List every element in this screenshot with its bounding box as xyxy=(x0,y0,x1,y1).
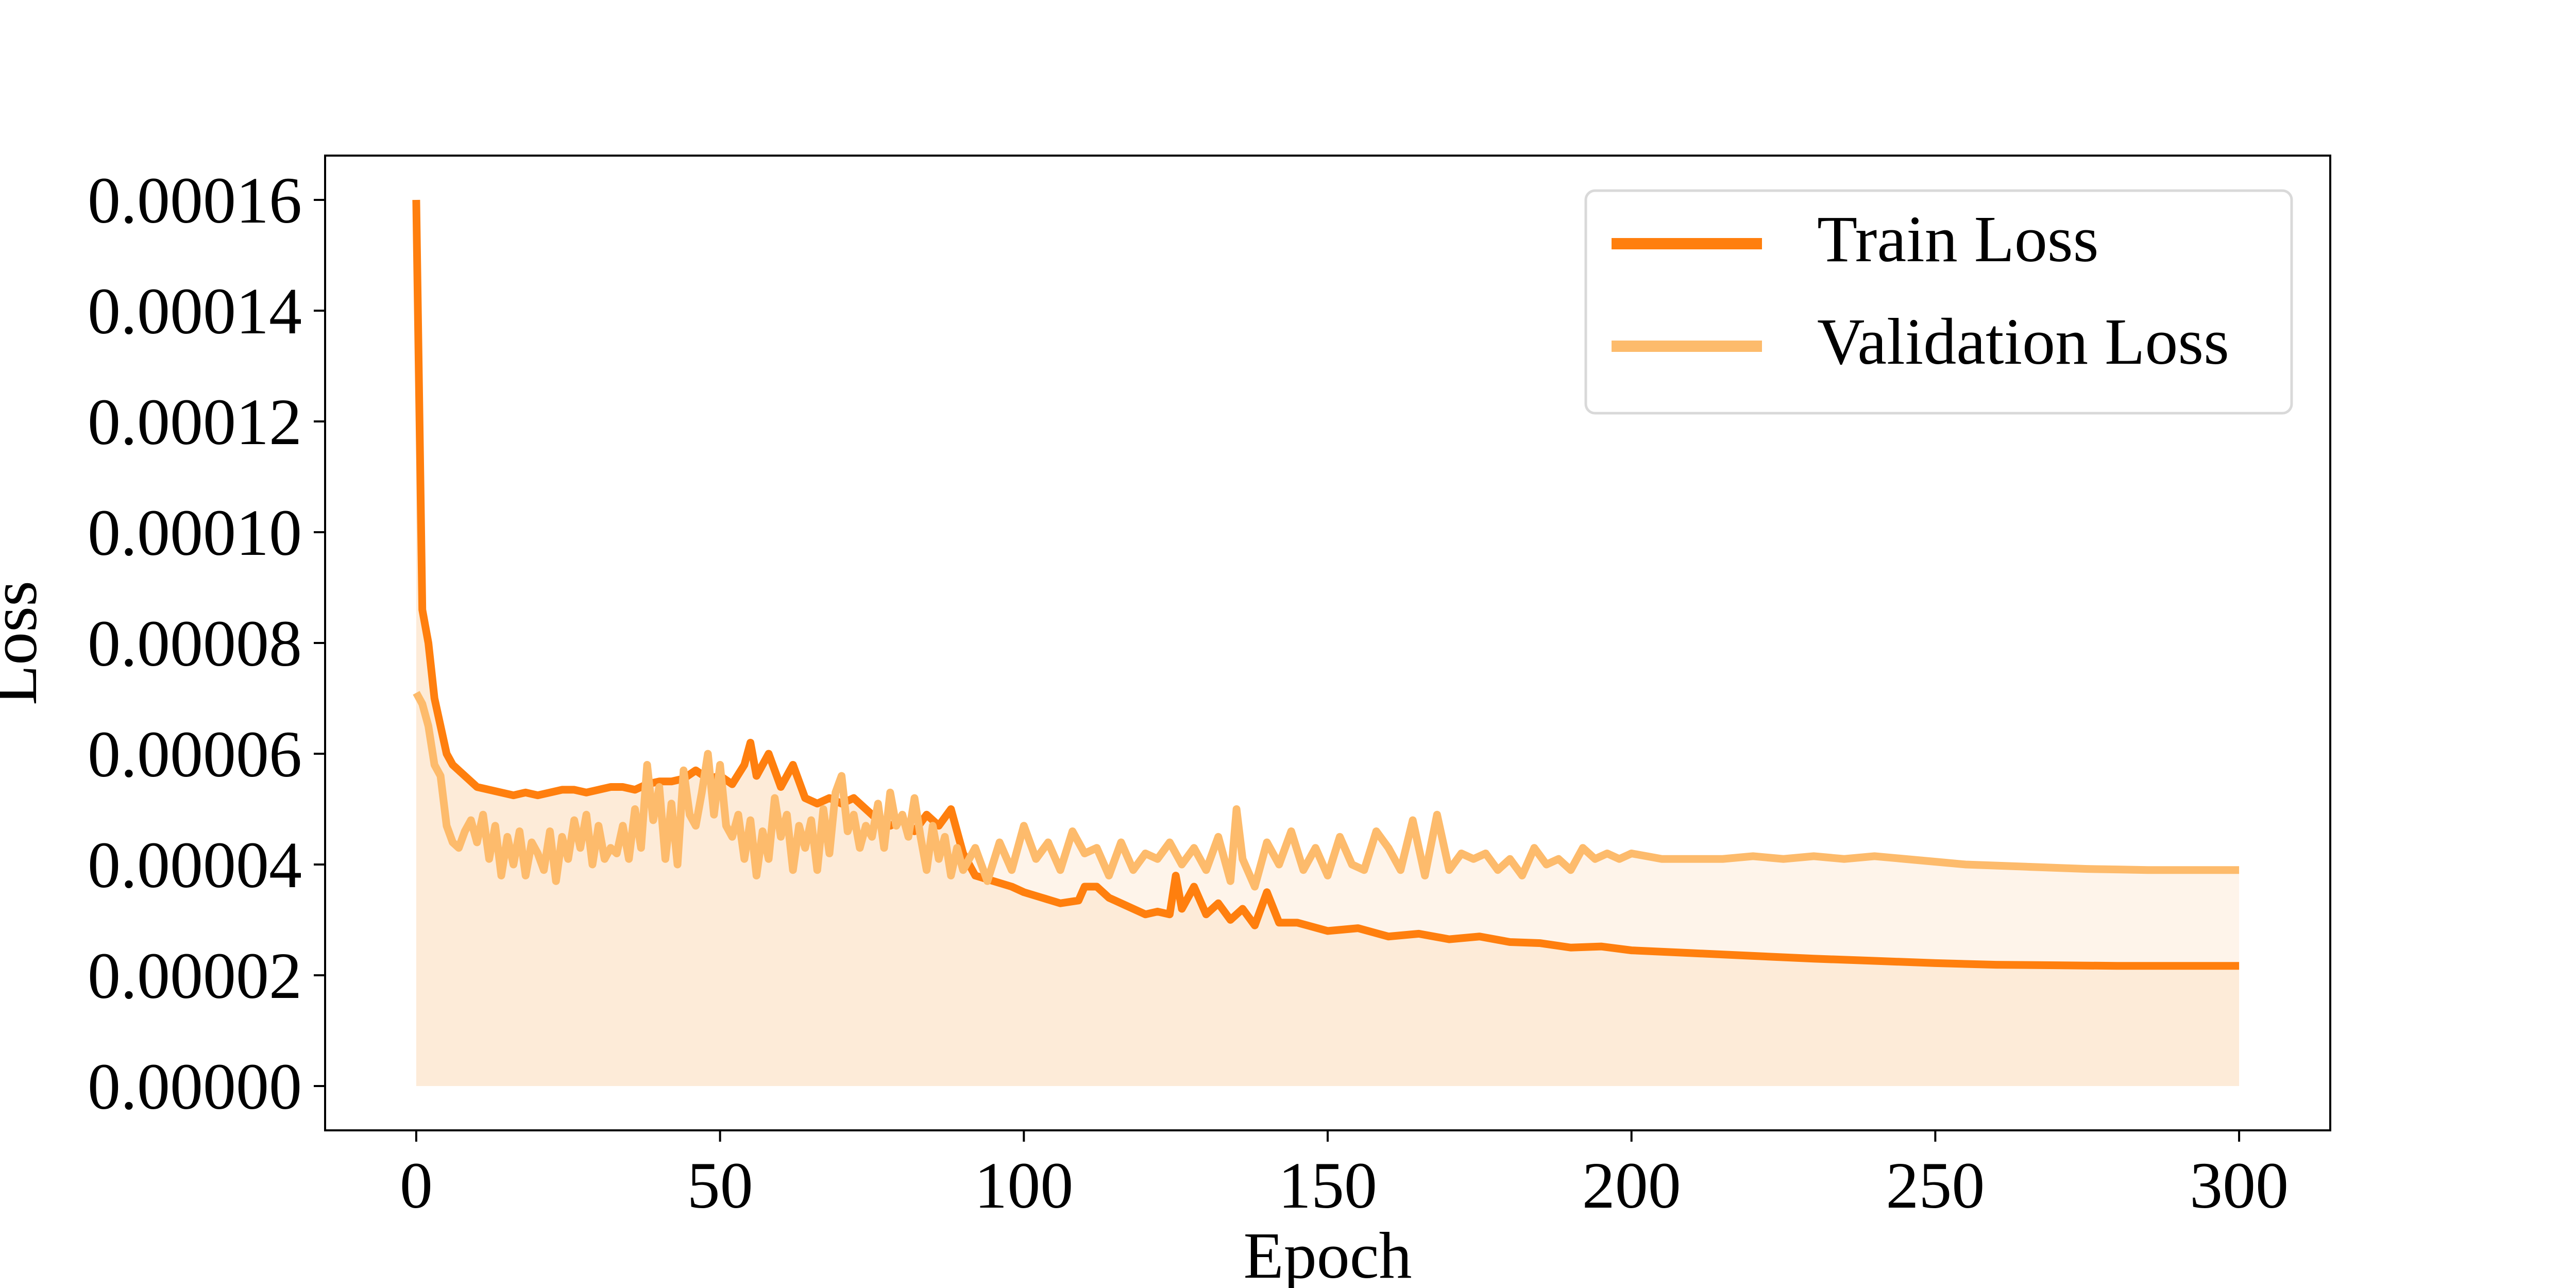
x-tick-label: 0 xyxy=(400,1149,433,1222)
x-tick-label: 100 xyxy=(974,1149,1073,1222)
y-axis-ticks: 0.00000 0.00002 0.00004 0.00006 0.00008 0.000… xyxy=(88,164,325,1123)
x-tick-label: 300 xyxy=(2190,1149,2289,1222)
y-axis-label: Loss xyxy=(0,581,50,705)
y-tick-label: 0.00004 xyxy=(88,828,302,902)
y-tick-label: 0.00002 xyxy=(88,939,302,1012)
legend: Train Loss Validation Loss xyxy=(1584,189,2293,415)
y-tick-label: 0.00014 xyxy=(88,275,302,348)
x-tick-label: 250 xyxy=(1886,1149,1985,1222)
x-tick-label: 150 xyxy=(1278,1149,1377,1222)
series-lines xyxy=(412,199,2240,970)
line-validation-loss xyxy=(413,691,2240,891)
y-tick-label: 0.00000 xyxy=(88,1050,302,1123)
legend-label-validation-loss: Validation Loss xyxy=(1817,305,2229,378)
y-tick-label: 0.00012 xyxy=(88,385,302,459)
y-tick-label: 0.00016 xyxy=(88,164,302,237)
series-fills xyxy=(416,200,2240,1086)
x-tick-label: 50 xyxy=(687,1149,753,1222)
legend-box xyxy=(1584,189,2293,415)
legend-label-train-loss: Train Loss xyxy=(1817,202,2099,276)
x-axis-label: Epoch xyxy=(1244,1219,1412,1288)
area-train-loss xyxy=(416,200,2240,1086)
x-axis-ticks: 0 50 100 150 200 250 300 xyxy=(400,1130,2289,1222)
y-tick-label: 0.00006 xyxy=(88,718,302,791)
line-train-loss xyxy=(412,199,2240,970)
y-tick-label: 0.00008 xyxy=(88,607,302,680)
y-tick-label: 0.00010 xyxy=(88,496,302,569)
x-tick-label: 200 xyxy=(1582,1149,1681,1222)
